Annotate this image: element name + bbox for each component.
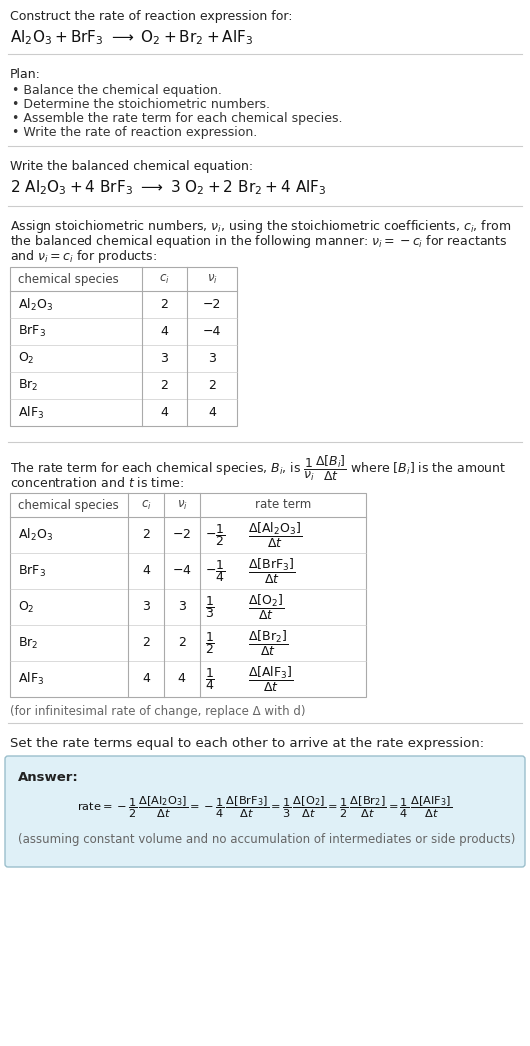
Text: $-\dfrac{1}{2}$: $-\dfrac{1}{2}$ [205,522,225,548]
Text: $\mathrm{AlF_3}$: $\mathrm{AlF_3}$ [18,670,44,687]
Text: • Write the rate of reaction expression.: • Write the rate of reaction expression. [12,126,257,139]
Text: $4$: $4$ [178,673,187,685]
Text: (for infinitesimal rate of change, replace Δ with d): (for infinitesimal rate of change, repla… [10,705,305,718]
Text: 3: 3 [161,353,169,365]
Text: 2: 2 [208,379,216,392]
Text: $\nu_i$: $\nu_i$ [207,272,217,286]
Text: $\mathrm{O_2}$: $\mathrm{O_2}$ [18,599,34,615]
Text: Construct the rate of reaction expression for:: Construct the rate of reaction expressio… [10,10,293,23]
Text: The rate term for each chemical species, $B_i$, is $\dfrac{1}{\nu_i}\dfrac{\Delt: The rate term for each chemical species,… [10,454,506,483]
Text: 3: 3 [142,600,150,614]
Text: (assuming constant volume and no accumulation of intermediates or side products): (assuming constant volume and no accumul… [18,833,515,846]
Text: $\mathrm{BrF_3}$: $\mathrm{BrF_3}$ [18,564,46,578]
Text: Answer:: Answer: [18,771,79,784]
Text: −2: −2 [203,298,221,311]
Text: and $\nu_i = c_i$ for products:: and $\nu_i = c_i$ for products: [10,248,157,265]
Text: $\dfrac{\Delta[\mathrm{Br_2}]}{\Delta t}$: $\dfrac{\Delta[\mathrm{Br_2}]}{\Delta t}… [248,629,288,658]
Text: AlF$_3$: AlF$_3$ [18,405,44,420]
Text: $-2$: $-2$ [172,528,191,542]
Text: $\dfrac{1}{3}$: $\dfrac{1}{3}$ [205,594,215,620]
Text: Al$_2$O$_3$: Al$_2$O$_3$ [18,296,53,313]
Text: Plan:: Plan: [10,68,41,81]
Text: $\dfrac{\Delta[\mathrm{BrF_3}]}{\Delta t}$: $\dfrac{\Delta[\mathrm{BrF_3}]}{\Delta t… [248,556,295,586]
Text: $\mathrm{Al_2O_3}$: $\mathrm{Al_2O_3}$ [18,527,53,543]
Bar [10,267,237,426]
Text: 2: 2 [161,379,169,392]
Text: chemical species: chemical species [18,499,119,511]
Text: BrF$_3$: BrF$_3$ [18,324,46,339]
Text: rate term: rate term [255,499,311,511]
Text: • Determine the stoichiometric numbers.: • Determine the stoichiometric numbers. [12,98,270,111]
Text: $\mathrm{2\ Al_2O_3 + 4\ BrF_3 \ \longrightarrow \ 3\ O_2 + 2\ Br_2 + 4\ AlF_3}$: $\mathrm{2\ Al_2O_3 + 4\ BrF_3 \ \longri… [10,178,326,197]
Text: 4: 4 [161,325,169,338]
Text: 4: 4 [142,673,150,685]
Text: $\mathrm{Al_2O_3 + BrF_3 \ \longrightarrow \ O_2 + Br_2 + AlF_3}$: $\mathrm{Al_2O_3 + BrF_3 \ \longrightarr… [10,28,253,47]
Text: Write the balanced chemical equation:: Write the balanced chemical equation: [10,160,253,173]
Text: $3$: $3$ [178,600,187,614]
Text: Set the rate terms equal to each other to arrive at the rate expression:: Set the rate terms equal to each other t… [10,737,484,750]
Text: 2: 2 [142,528,150,542]
Text: O$_2$: O$_2$ [18,351,34,366]
Text: • Balance the chemical equation.: • Balance the chemical equation. [12,84,222,97]
Text: $c_i$: $c_i$ [159,272,170,286]
Text: 3: 3 [208,353,216,365]
Text: −4: −4 [203,325,221,338]
Text: Assign stoichiometric numbers, $\nu_i$, using the stoichiometric coefficients, $: Assign stoichiometric numbers, $\nu_i$, … [10,218,511,235]
Text: $\dfrac{\Delta[\mathrm{O_2}]}{\Delta t}$: $\dfrac{\Delta[\mathrm{O_2}]}{\Delta t}$ [248,592,284,621]
Text: 4: 4 [208,406,216,419]
Text: concentration and $t$ is time:: concentration and $t$ is time: [10,476,184,490]
FancyBboxPatch shape [5,756,525,867]
Text: $\dfrac{\Delta[\mathrm{AlF_3}]}{\Delta t}$: $\dfrac{\Delta[\mathrm{AlF_3}]}{\Delta t… [248,664,294,693]
Text: 4: 4 [161,406,169,419]
Text: chemical species: chemical species [18,273,119,286]
Text: • Assemble the rate term for each chemical species.: • Assemble the rate term for each chemic… [12,112,342,126]
Text: Br$_2$: Br$_2$ [18,378,39,393]
Text: $-\dfrac{1}{4}$: $-\dfrac{1}{4}$ [205,559,225,584]
Text: $\mathrm{Br_2}$: $\mathrm{Br_2}$ [18,636,39,651]
Text: $c_i$: $c_i$ [140,499,152,511]
Text: 2: 2 [161,298,169,311]
Text: $\nu_i$: $\nu_i$ [176,499,188,511]
Text: $\dfrac{\Delta[\mathrm{Al_2O_3}]}{\Delta t}$: $\dfrac{\Delta[\mathrm{Al_2O_3}]}{\Delta… [248,521,302,549]
Text: $2$: $2$ [178,637,187,650]
Text: 2: 2 [142,637,150,650]
Text: $-4$: $-4$ [172,565,192,577]
Text: $\dfrac{1}{4}$: $\dfrac{1}{4}$ [205,666,215,692]
Text: 4: 4 [142,565,150,577]
Bar [10,493,366,697]
Text: the balanced chemical equation in the following manner: $\nu_i = -c_i$ for react: the balanced chemical equation in the fo… [10,233,508,250]
Text: $\dfrac{1}{2}$: $\dfrac{1}{2}$ [205,630,215,656]
Text: $\mathrm{rate} = -\dfrac{1}{2}\,\dfrac{\Delta[\mathrm{Al_2O_3}]}{\Delta t} = -\d: $\mathrm{rate} = -\dfrac{1}{2}\,\dfrac{\… [77,794,453,820]
